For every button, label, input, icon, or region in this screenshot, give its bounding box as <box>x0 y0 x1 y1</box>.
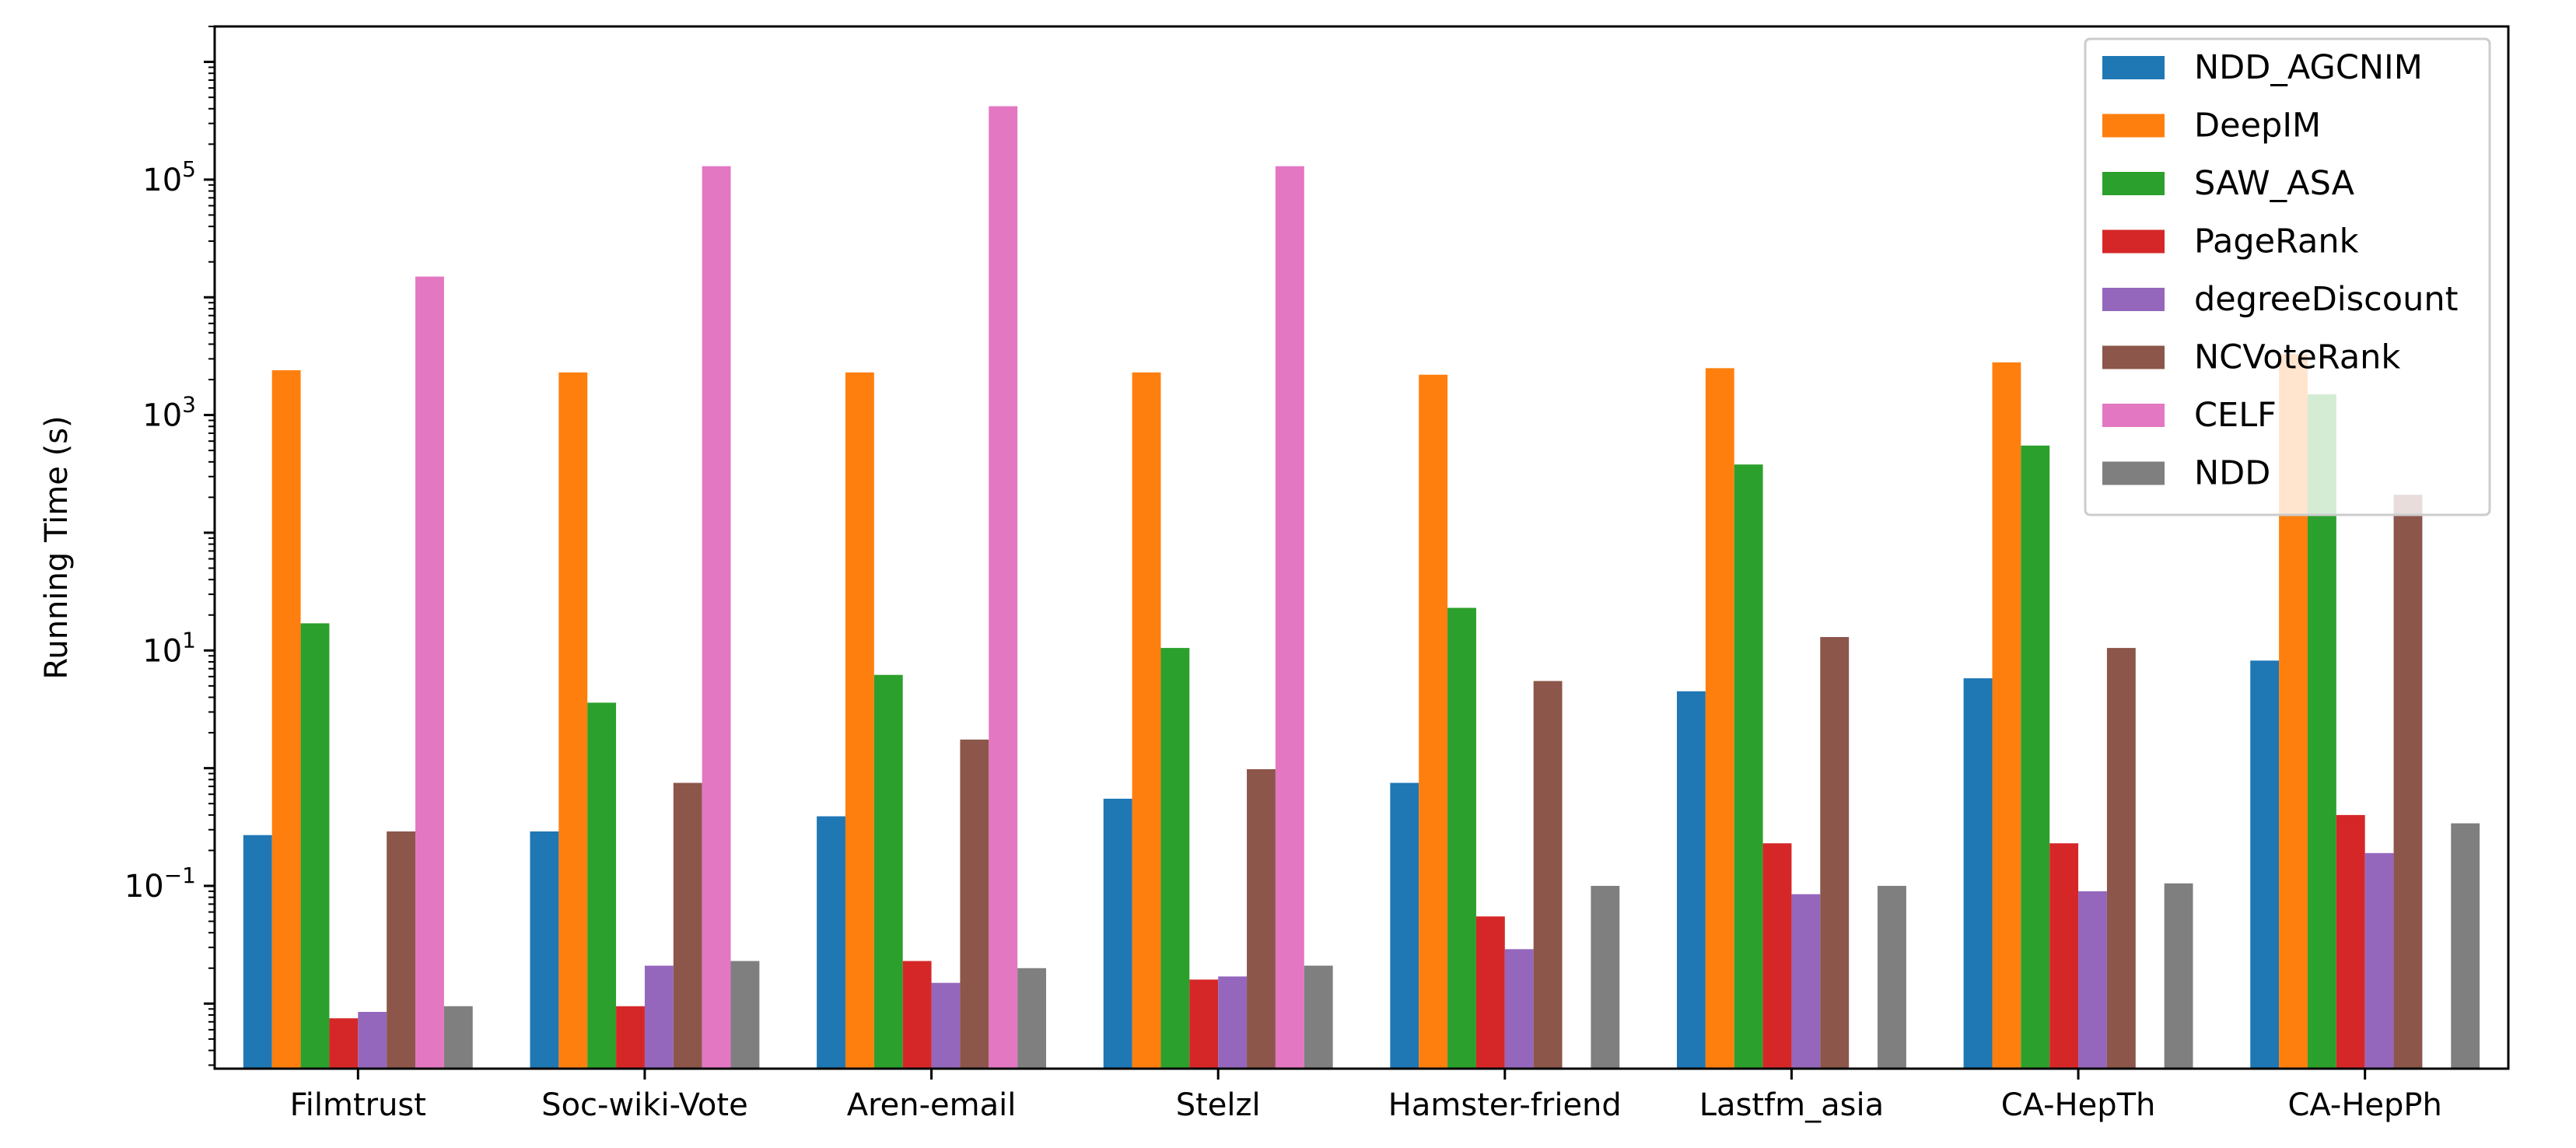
bar-ndd-ca-hepph <box>2451 823 2480 1069</box>
bar-ncvoterank-hamster-friend <box>1533 681 1563 1069</box>
x-tick-label: CA-HepTh <box>2001 1087 2156 1123</box>
bar-ndd-hamster-friend <box>1591 885 1620 1069</box>
bar-ndd-soc-wiki-vote <box>730 961 760 1069</box>
bar-pagerank-ca-hepth <box>2049 843 2079 1069</box>
bar-pagerank-ca-hepph <box>2336 814 2365 1069</box>
legend-label: NDD <box>2194 454 2270 493</box>
legend-swatch <box>2102 461 2165 485</box>
bar-ncvoterank-soc-wiki-vote <box>673 782 702 1069</box>
legend-label: PageRank <box>2194 222 2359 261</box>
bar-ndd-stelzl <box>1304 965 1333 1069</box>
legend-label: SAW_ASA <box>2194 164 2355 203</box>
legend: NDD_AGCNIM DeepIM SAW_ASA PageRank degreeDis… <box>2084 37 2491 516</box>
plot-frame <box>213 25 2510 1070</box>
bar-ncvoterank-stelzl <box>1247 768 1276 1069</box>
bar-celf-aren-email <box>989 106 1018 1069</box>
legend-label: NCVoteRank <box>2194 338 2400 377</box>
legend-swatch <box>2102 172 2165 195</box>
bar-pagerank-lastfm-asia <box>1762 843 1792 1069</box>
bar-ndd-aren-email <box>1017 968 1047 1069</box>
bar-saw-asa-stelzl <box>1160 648 1190 1069</box>
legend-label: CELF <box>2194 396 2277 435</box>
bar-saw-asa-ca-hepth <box>2021 445 2050 1069</box>
bar-pagerank-soc-wiki-vote <box>616 1006 645 1069</box>
x-tick-label: Lastfm_asia <box>1699 1087 1884 1123</box>
bar-saw-asa-hamster-friend <box>1447 607 1476 1069</box>
bar-ncvoterank-ca-hepph <box>2393 495 2423 1069</box>
bar-deepim-soc-wiki-vote <box>558 372 588 1069</box>
bar-ndd-agcnim-lastfm-asia <box>1676 691 1706 1069</box>
bar-deepim-lastfm-asia <box>1705 368 1734 1069</box>
bar-celf-filmtrust <box>415 276 444 1069</box>
legend-swatch <box>2102 288 2165 311</box>
bar-degreediscount-soc-wiki-vote <box>644 965 674 1069</box>
bar-celf-stelzl <box>1275 166 1304 1069</box>
bar-ndd-agcnim-ca-hepph <box>2250 660 2280 1069</box>
bar-saw-asa-filmtrust <box>300 623 330 1069</box>
bar-saw-asa-soc-wiki-vote <box>587 702 617 1069</box>
x-tick-label: Stelzl <box>1176 1087 1261 1123</box>
bar-pagerank-aren-email <box>902 961 932 1069</box>
bar-saw-asa-lastfm-asia <box>1734 464 1763 1069</box>
legend-swatch <box>2102 56 2165 79</box>
y-tick-label: 101 <box>142 627 196 669</box>
bar-ndd-agcnim-stelzl <box>1103 798 1132 1069</box>
bar-ndd-agcnim-filmtrust <box>243 835 272 1069</box>
y-tick-label: 105 <box>142 156 196 198</box>
bar-pagerank-stelzl <box>1189 979 1219 1069</box>
bar-ncvoterank-filmtrust <box>387 831 416 1069</box>
x-tick-label: Filmtrust <box>290 1087 426 1123</box>
x-tick-label: CA-HepPh <box>2287 1087 2441 1123</box>
bar-deepim-ca-hepth <box>1992 362 2021 1069</box>
bar-ndd-agcnim-hamster-friend <box>1390 782 1419 1069</box>
bar-degreediscount-ca-hepph <box>2364 852 2394 1069</box>
x-axis: Filmtrust Soc-wiki-Vote Aren-email Stelzl Ha… <box>290 1069 2442 1123</box>
legend-swatch <box>2102 404 2165 427</box>
legend-swatch <box>2102 345 2165 369</box>
legend-swatch <box>2102 114 2165 138</box>
bar-ndd-agcnim-aren-email <box>817 816 845 1069</box>
bar-deepim-hamster-friend <box>1419 374 1448 1069</box>
legend-label: NDD_AGCNIM <box>2194 48 2423 87</box>
bar-ncvoterank-aren-email <box>960 739 989 1069</box>
bar-pagerank-hamster-friend <box>1475 916 1505 1069</box>
bars-layer <box>243 106 2480 1069</box>
y-axis-label: Running Time (s) <box>39 415 75 679</box>
bar-degreediscount-lastfm-asia <box>1791 894 1821 1069</box>
bar-ndd-lastfm-asia <box>1878 885 1906 1069</box>
bar-degreediscount-stelzl <box>1218 976 1248 1069</box>
bar-ndd-agcnim-ca-hepth <box>1963 678 1993 1069</box>
bar-ndd-filmtrust <box>443 1006 473 1069</box>
bar-ndd-ca-hepth <box>2164 883 2193 1069</box>
bar-ncvoterank-ca-hepth <box>2106 648 2136 1069</box>
bar-degreediscount-hamster-friend <box>1504 949 1534 1069</box>
bar-saw-asa-aren-email <box>873 674 903 1069</box>
bar-degreediscount-filmtrust <box>358 1012 387 1069</box>
x-tick-label: Hamster-friend <box>1388 1087 1622 1123</box>
bar-deepim-stelzl <box>1132 372 1161 1069</box>
y-axis: 10−1 101 103 105 <box>124 26 215 1066</box>
y-tick-label: 10−1 <box>124 863 196 905</box>
legend-box <box>2084 37 2491 516</box>
bar-deepim-aren-email <box>845 372 874 1069</box>
bar-ncvoterank-lastfm-asia <box>1820 637 1850 1069</box>
bar-pagerank-filmtrust <box>329 1018 359 1069</box>
legend-label: degreeDiscount <box>2194 280 2458 319</box>
legend-swatch <box>2102 229 2165 254</box>
y-tick-label: 103 <box>142 392 196 434</box>
bar-deepim-filmtrust <box>271 370 301 1069</box>
x-tick-label: Soc-wiki-Vote <box>541 1087 748 1123</box>
bar-ndd-agcnim-soc-wiki-vote <box>530 831 559 1069</box>
bar-degreediscount-aren-email <box>931 982 961 1069</box>
bar-degreediscount-ca-hepth <box>2078 891 2107 1069</box>
bar-celf-soc-wiki-vote <box>702 166 731 1069</box>
x-tick-label: Aren-email <box>847 1087 1017 1123</box>
legend-label: DeepIM <box>2194 107 2321 145</box>
